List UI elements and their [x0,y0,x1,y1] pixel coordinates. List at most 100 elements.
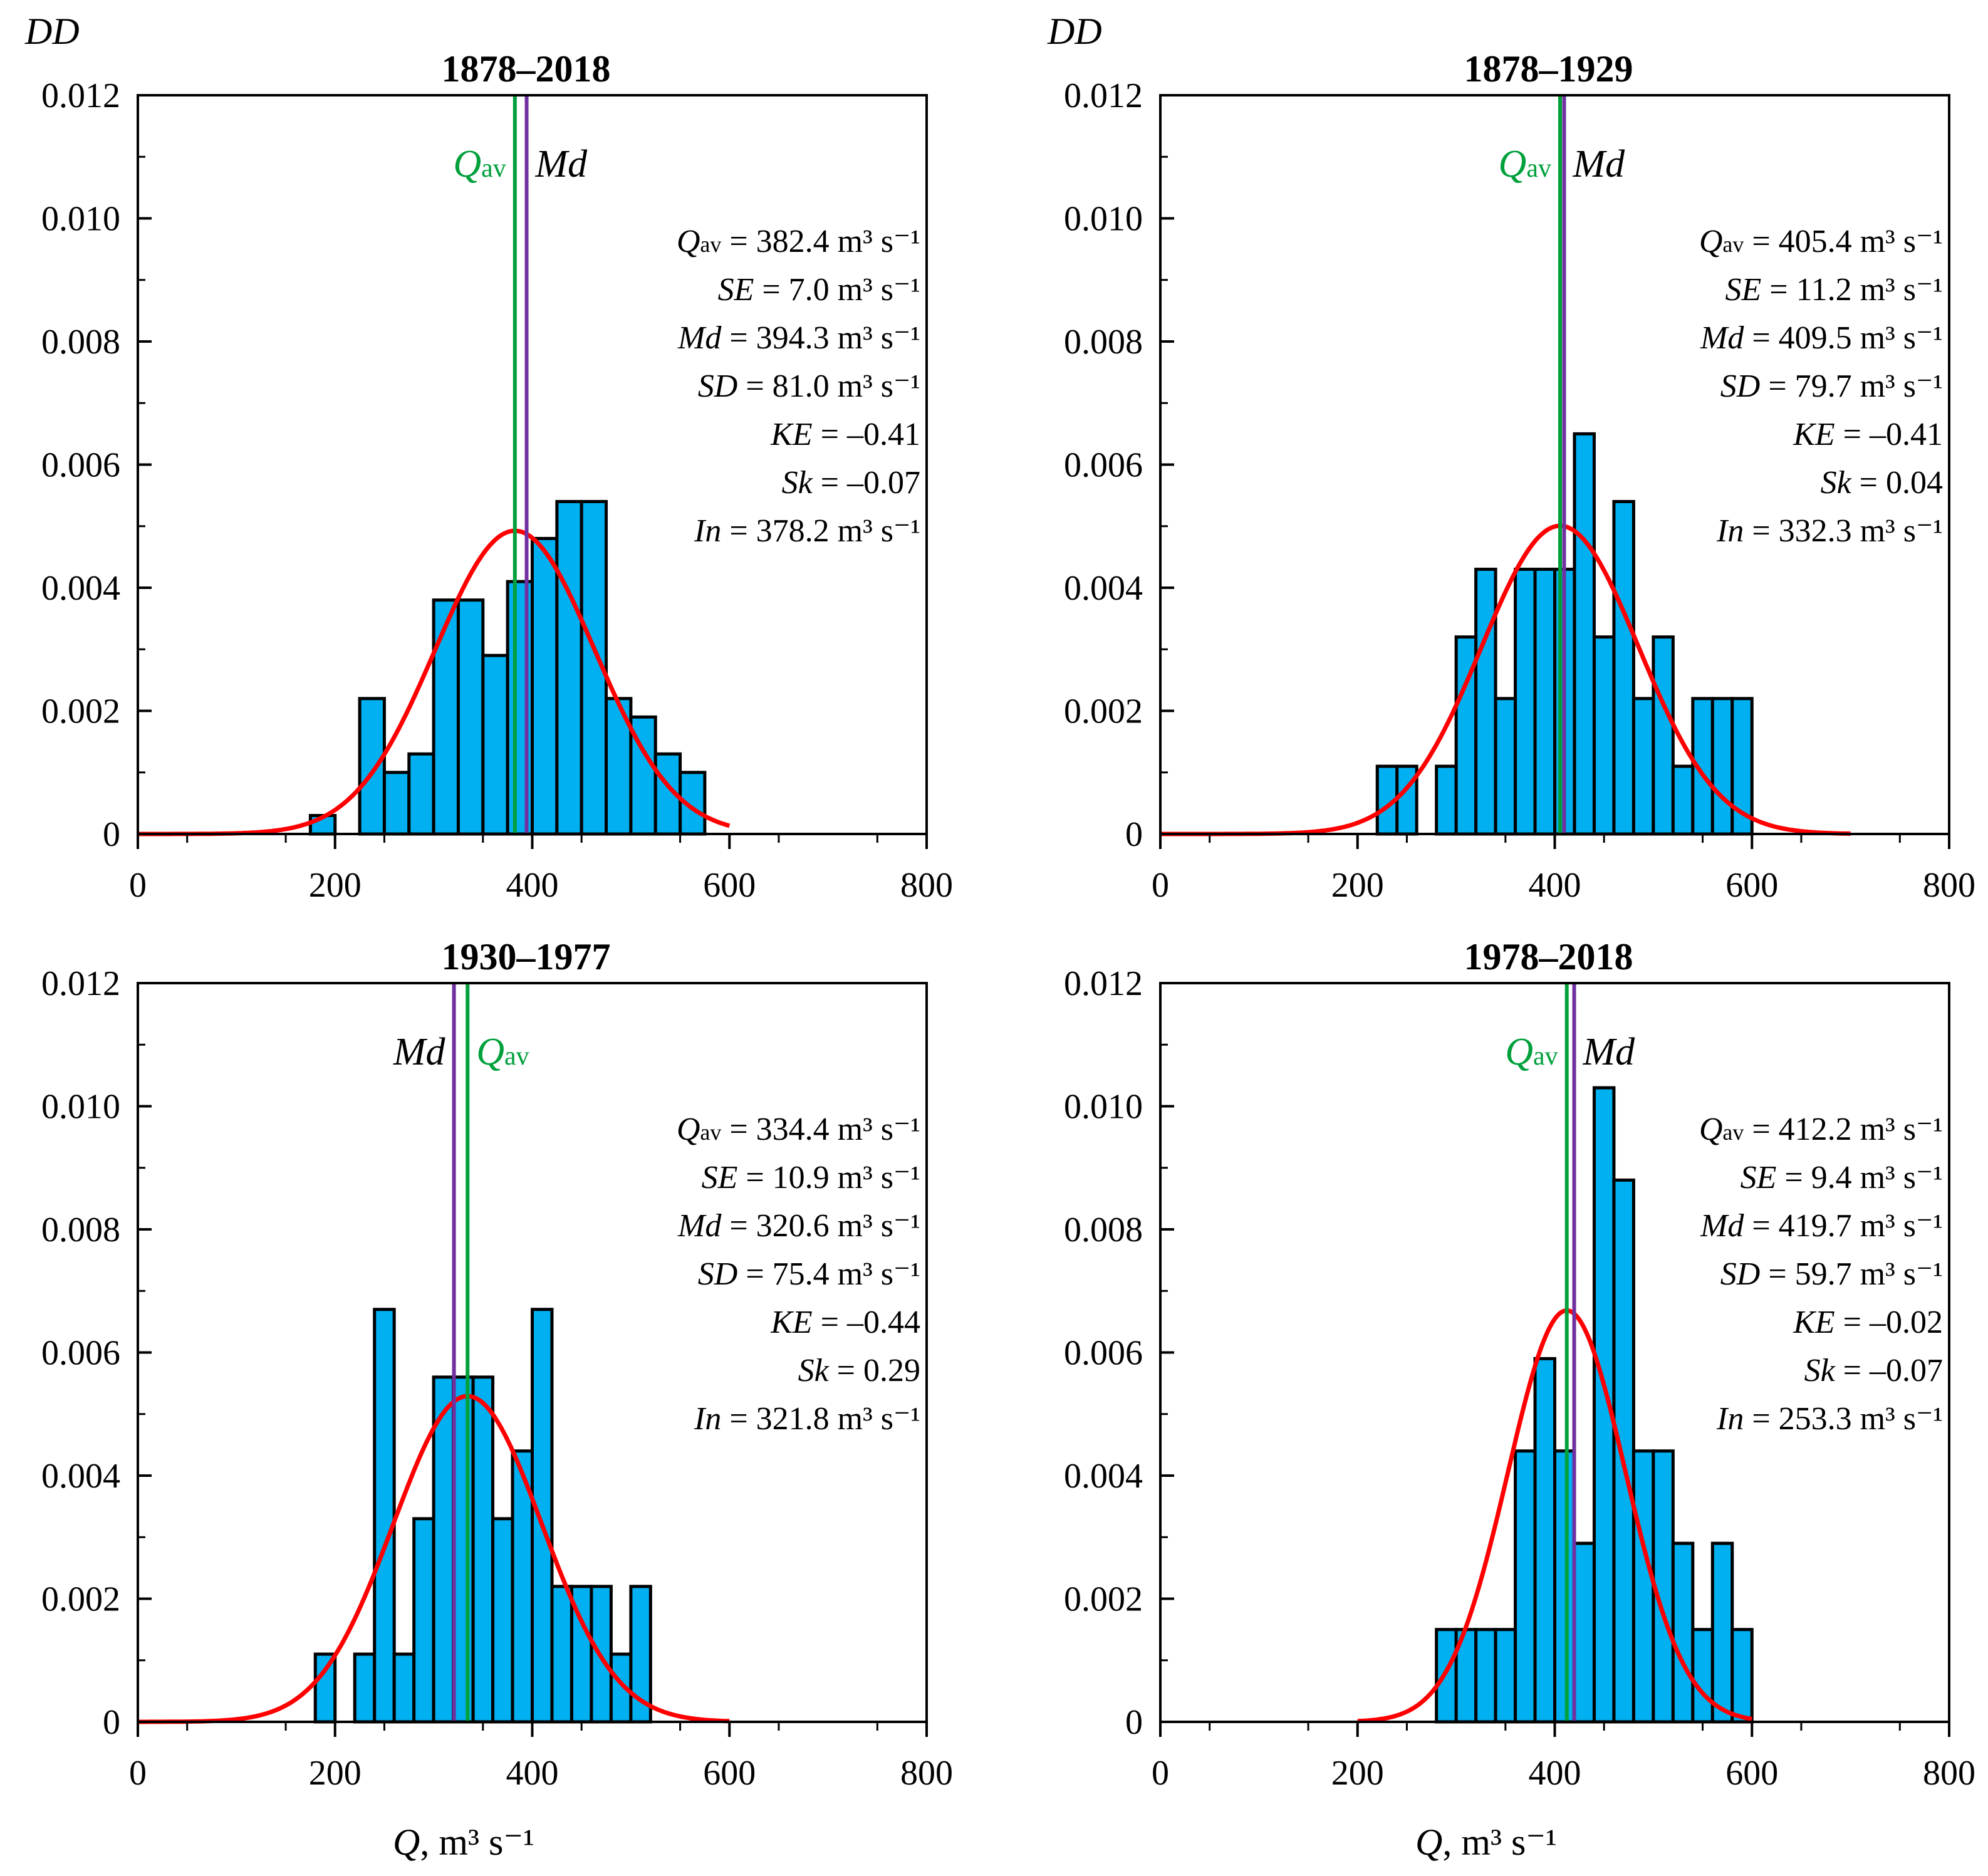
stat-label: In [694,513,721,549]
y-tick-label: 0 [103,815,120,854]
qav-marker-subscript: av [1533,1042,1558,1071]
panels: 1878–2018 Qav Md 0 0.002 0.004 0.006 0.008 0.010… [41,48,1975,1793]
stat-label: SE [718,272,754,308]
stat-value: = –0.41 [1835,417,1943,452]
stat-value: = 419.7 m³ s⁻¹ [1744,1208,1943,1244]
y-tick-label: 0.002 [41,1580,120,1619]
histogram-bar [382,771,411,836]
y-tick-label: 0.012 [1064,964,1143,1003]
histogram-bar [1514,1449,1537,1724]
x-tick-label: 200 [309,1754,362,1793]
stat-line: Qav = 382.4 m³ s⁻¹ [677,224,920,259]
stat-line: SD = 59.7 m³ s⁻¹ [1720,1256,1943,1292]
stat-label-symbol: Q [1699,224,1723,259]
histogram-bar [353,1652,377,1724]
y-tick-label: 0.008 [41,1211,120,1249]
histogram-bar [1474,1628,1497,1724]
stat-line: Sk = –0.07 [782,465,920,501]
x-axis-label-left: Q, m³ s⁻¹ [393,1821,534,1863]
stat-label: Md [1700,320,1744,356]
panel-title: 1978–2018 [1464,936,1633,977]
qav-marker-label: Qav [476,1031,529,1073]
x-tick-label: 400 [1529,866,1581,905]
normal-curve [138,1394,730,1724]
stat-label-subscript: av [1722,232,1744,257]
stat-line: KE = –0.44 [770,1305,920,1340]
histogram-bar [491,1517,514,1724]
stat-value: = –0.41 [813,417,920,452]
stat-line: KE = –0.41 [1793,417,1943,452]
histogram-bar [531,1308,554,1724]
stat-value: = 405.4 m³ s⁻¹ [1744,224,1943,259]
stat-line: In = 253.3 m³ s⁻¹ [1716,1401,1943,1437]
histogram-bar [432,1375,455,1724]
y-tick-label: 0.010 [1064,1088,1143,1127]
qav-marker-subscript: av [481,154,506,183]
y-tick-label: 0 [1125,815,1143,854]
stat-line: Sk = 0.04 [1821,465,1943,501]
panel-0: 1878–2018 Qav Md 0 0.002 0.004 0.006 0.008 0.010… [41,48,953,905]
stat-line: Qav = 334.4 m³ s⁻¹ [677,1112,920,1147]
histogram-bar [1612,499,1635,836]
stat-line: SE = 9.4 m³ s⁻¹ [1741,1160,1943,1196]
x-tick-label: 600 [703,1754,756,1793]
stat-label: SE [702,1160,738,1196]
histogram-bar [1612,1178,1635,1724]
qav-marker-label: Qav [453,143,506,185]
histogram-bar [550,1585,573,1724]
histogram-bar [1730,1628,1754,1724]
panel-2: 1930–1977 Qav Md 0 0.002 0.004 0.006 0.008 0.010… [41,936,953,1793]
x-tick-label: 0 [1152,866,1169,905]
y-tick-label: 0.012 [41,964,120,1003]
histogram-bar [313,1652,337,1724]
y-tick-label: 0 [103,1703,120,1742]
histogram-bar [456,598,485,836]
stat-line: SD = 79.7 m³ s⁻¹ [1720,368,1943,404]
histogram-bar [1573,1541,1596,1724]
x-tick-label: 400 [506,1754,559,1793]
stat-line: SE = 10.9 m³ s⁻¹ [702,1160,920,1196]
histogram-bar [452,1375,475,1724]
md-marker-label: Md [393,1031,446,1073]
stat-line: Md = 394.3 m³ s⁻¹ [677,320,920,356]
y-tick-label: 0.006 [41,1334,120,1373]
qav-marker-subscript: av [1526,154,1551,183]
stat-label: KE [1793,417,1834,452]
stat-line: SE = 11.2 m³ s⁻¹ [1725,272,1943,308]
histogram-bar [1435,764,1458,836]
stat-value: = 382.4 m³ s⁻¹ [721,224,920,259]
histogram-bar [1573,432,1596,836]
stat-value: = 0.29 [829,1353,920,1389]
stat-line: Md = 320.6 m³ s⁻¹ [677,1208,920,1244]
histogram-bar [1592,635,1616,836]
histogram-bar [1632,1449,1655,1724]
histogram-bar [506,580,534,836]
panel-title: 1878–1929 [1464,48,1633,90]
stat-value: = 11.2 m³ s⁻¹ [1761,272,1943,308]
histogram-bar [412,1517,435,1724]
stat-value: = 334.4 m³ s⁻¹ [721,1112,920,1147]
qav-marker-symbol: Q [476,1031,504,1073]
stat-value: = 320.6 m³ s⁻¹ [721,1208,920,1244]
y-axis-label-left: DD [24,11,80,52]
histogram-bar [1710,1541,1734,1724]
stat-label: SE [1741,1160,1777,1196]
y-tick-label: 0.012 [1064,76,1143,115]
stat-value: = 81.0 m³ s⁻¹ [737,368,920,404]
stat-line: In = 321.8 m³ s⁻¹ [694,1401,920,1437]
stat-label: Md [677,320,722,356]
y-tick-label: 0.006 [41,446,120,485]
histogram-bar [1652,635,1675,836]
stat-value: = 321.8 m³ s⁻¹ [721,1401,920,1437]
panel-3: 1978–2018 Qav Md 0 0.002 0.004 0.006 0.008 0.010… [1064,936,1975,1793]
histogram-bar [481,654,509,836]
histogram-bar [1494,697,1517,836]
stat-line: Sk = 0.29 [798,1353,920,1389]
stat-value: = 79.7 m³ s⁻¹ [1760,368,1943,404]
x-tick-label: 600 [1725,866,1778,905]
qav-marker-subscript: av [504,1042,529,1071]
stat-line: Md = 409.5 m³ s⁻¹ [1700,320,1943,356]
histogram-bar [358,697,386,836]
x-tick-label: 800 [1923,866,1975,905]
